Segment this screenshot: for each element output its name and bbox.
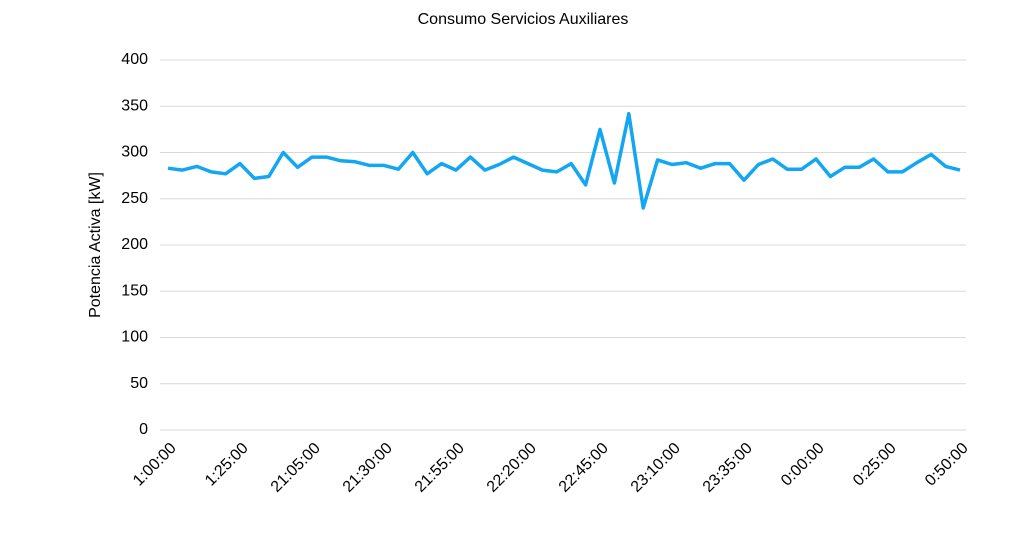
x-tick-label: 1:00:00 <box>130 440 180 490</box>
y-axis-label: Potencia Activa [kW] <box>87 172 104 318</box>
x-tick-label: 0:00:00 <box>778 440 828 490</box>
x-tick-label: 21:05:00 <box>268 440 324 496</box>
y-tick-label: 150 <box>121 282 148 299</box>
x-tick-label: 22:20:00 <box>484 440 540 496</box>
x-tick-label: 0:25:00 <box>850 440 900 490</box>
y-tick-label: 100 <box>121 329 148 346</box>
y-tick-label: 50 <box>130 375 148 392</box>
chart-title: Consumo Servicios Auxiliares <box>418 11 629 28</box>
y-tick-label: 250 <box>121 190 148 207</box>
x-tick-label: 23:35:00 <box>700 440 756 496</box>
x-tick-label: 22:45:00 <box>556 440 612 496</box>
x-tick-label: 23:10:00 <box>628 440 684 496</box>
y-tick-label: 350 <box>121 97 148 114</box>
x-tick-label: 21:30:00 <box>340 440 396 496</box>
x-tick-label: 1:25:00 <box>202 440 252 490</box>
y-tick-label: 200 <box>121 236 148 253</box>
y-tick-label: 300 <box>121 144 148 161</box>
x-tick-label: 21:55:00 <box>412 440 468 496</box>
line-series <box>167 111 961 210</box>
y-tick-label: 0 <box>139 421 148 438</box>
x-tick-label: 0:50:00 <box>922 440 972 490</box>
y-tick-label: 400 <box>121 51 148 68</box>
